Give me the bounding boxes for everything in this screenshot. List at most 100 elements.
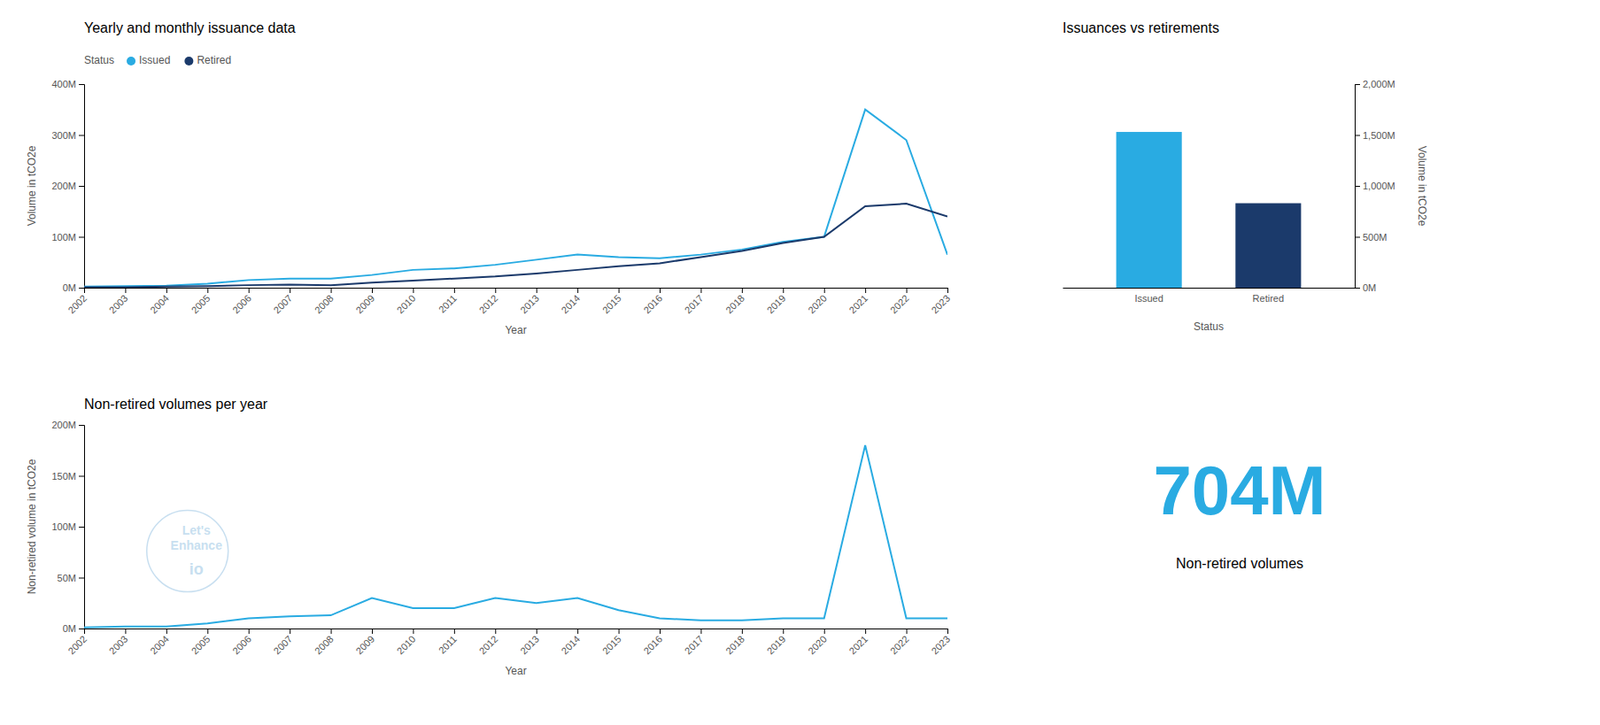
tick: 1,000M [1354,180,1396,192]
x-axis: 2002200320042005200620072008200920102011… [65,287,952,316]
tick-label: 2011 [436,293,459,316]
tick-label: 2015 [600,293,624,317]
watermark-circle [146,510,229,593]
tick-mark [742,628,743,634]
tick-label: 2017 [682,633,706,658]
tick-label: 1,500M [1362,130,1396,141]
tick: 2021 [847,628,871,657]
tick-mark [536,628,538,634]
tick: 2023 [928,287,952,316]
tick: 2013 [517,628,542,657]
line-chart: 2002200320042005200620072008200920102011… [25,396,952,678]
tick: 2016 [641,628,665,657]
axis-line [78,85,86,289]
annotation: io [189,560,204,579]
legend-swatch [126,56,136,66]
tick-mark [78,185,85,187]
tick: 50M [57,572,85,584]
tick-label: 150M [51,471,77,482]
tick: 2010 [394,287,418,316]
tick-mark [865,287,866,294]
line [84,445,948,628]
tick: 2015 [600,287,624,316]
tick-mark [289,628,291,634]
tick-label: 2016 [641,633,665,658]
tick: 2003 [107,628,131,657]
tick-label: 1,000M [1362,180,1396,192]
x-axis-title: Year [504,324,526,337]
y-axis-title: Non-retired volume in tCO2e [25,458,39,595]
tick-mark [248,628,250,634]
tick: 2018 [723,287,747,316]
tick-mark [782,628,784,634]
plot-area [84,109,948,288]
tick-label: 0M [1362,282,1376,294]
y-axis: 0M 500M 1,000M 1,500M 2,000M [1354,78,1396,294]
tick-label: 2009 [353,633,377,658]
axis-line [78,425,86,630]
tick: 200M [51,419,85,431]
tick-label: 2003 [107,293,131,317]
tick-mark [124,628,126,634]
tick-label: 2002 [65,293,89,317]
tick: 2022 [888,287,912,316]
tick-mark [166,287,168,294]
tick: 2006 [230,287,254,316]
tick-label: 2023 [928,633,952,658]
tick-label: 2011 [436,633,459,657]
tick-label: 2013 [517,293,542,317]
tick-mark [1354,84,1361,86]
tick-label: 2018 [723,633,747,658]
tick-mark [782,287,784,294]
tick: 100M [51,231,85,243]
tick: 2021 [847,287,871,316]
dashboard: 2002200320042005200620072008200920102011… [0,0,1600,725]
big-number-label: Non-retired volumes [1175,556,1304,572]
tick: 2013 [517,287,542,316]
tick: 2008 [312,628,336,657]
y-axis-title: Volume in tCO2e [1415,146,1429,227]
plot-area [84,445,948,628]
tick-label: 2004 [147,633,171,658]
tick: 2011 [436,287,459,316]
tick-mark [454,628,456,634]
tick-label: Retired [1252,293,1284,304]
tick-label: 200M [51,419,77,431]
axis-line [1063,287,1356,289]
tick-label: 2005 [189,293,213,317]
tick: 2023 [928,628,952,657]
tick-label: 2002 [65,633,89,658]
tick-label: 2023 [928,293,952,317]
tick-label: 2005 [189,633,213,658]
tick-mark [700,628,702,634]
tick-mark [1354,287,1361,289]
tick-mark [78,237,85,239]
tick: 2005 [189,287,213,316]
tick-mark [412,628,414,634]
tick-label: 2014 [559,293,583,317]
tick-mark [331,628,333,634]
tick-mark [78,526,85,528]
tick: 150M [51,471,85,482]
tick-mark [618,287,620,294]
tick-label: 500M [1362,231,1388,243]
watermark: Let'sEnhanceio [146,510,229,593]
tick: 2,000M [1354,78,1396,90]
tick-label: 2003 [107,633,131,658]
tick-mark [78,135,85,137]
tick-mark [700,287,702,294]
tick-mark [824,287,826,294]
tick-mark [78,84,85,86]
y-axis: 0M100M200M300M400M [51,78,85,294]
x-axis-title: Year [504,664,526,678]
plot-area [1116,131,1302,288]
axis-line [85,629,949,635]
tick: 2011 [436,628,459,657]
tick-label: 100M [51,521,77,533]
tick-label: 2014 [559,633,583,658]
tick-mark [248,287,250,294]
tick: 2009 [353,287,377,316]
tick: 2016 [641,287,665,316]
tick: 2019 [765,628,789,657]
tick: 2012 [477,287,501,316]
